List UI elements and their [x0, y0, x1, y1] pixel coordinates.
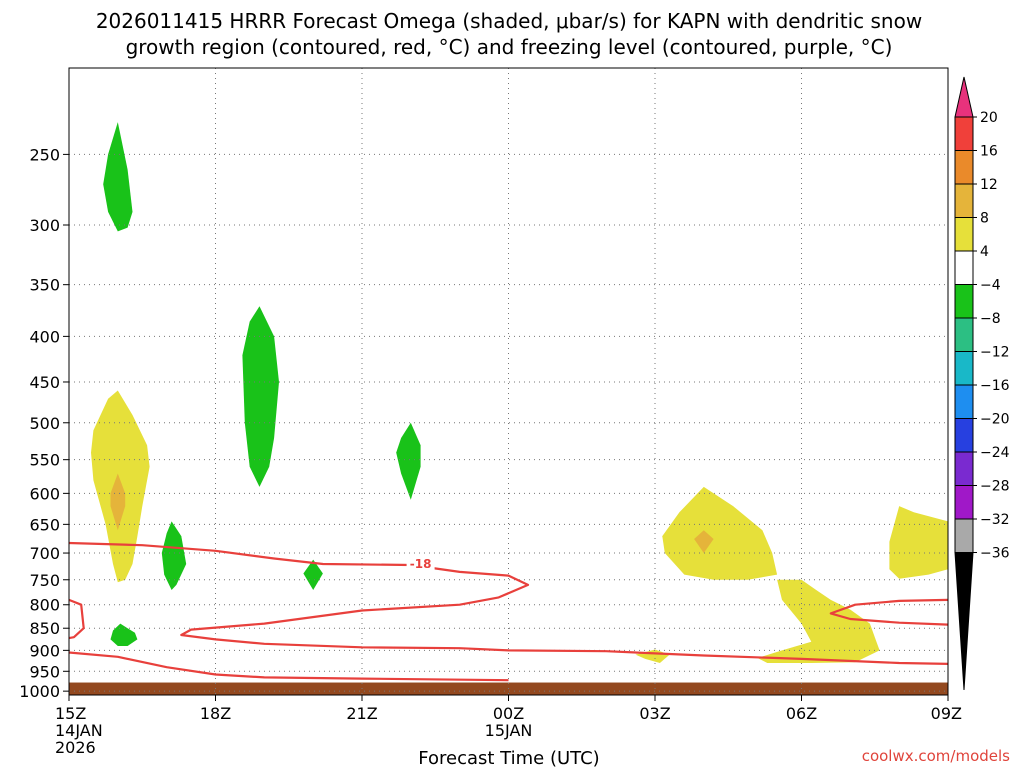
colorbar: 20 16 12 8 4 −4 −8 −12 −16 −20 −24 −28 −32 −36 — [954, 76, 1010, 691]
colorbar-box-13 — [954, 518, 974, 553]
x-tick-label-3: 00Z — [493, 704, 524, 723]
x-tick-label-4: 03Z — [639, 704, 670, 723]
credit-text: coolwx.com/models — [862, 747, 1010, 765]
omega-region-9 — [694, 530, 714, 553]
colorbar-label-4: 4 — [980, 244, 989, 260]
y-tick-label-4: 450 — [29, 373, 60, 392]
title-line-1: 2026011415 HRRR Forecast Omega (shaded, … — [96, 9, 922, 33]
colorbar-label-3: 8 — [980, 211, 989, 227]
colorbar-box-3 — [954, 183, 974, 218]
y-tick-label-13: 900 — [29, 641, 60, 660]
colorbar-box-5 — [954, 250, 974, 285]
colorbar-label-7: −12 — [980, 345, 1010, 361]
dendritic-contours — [68, 541, 949, 682]
colorbar-label-8: −16 — [980, 378, 1010, 394]
y-tick-label-2: 350 — [29, 276, 60, 295]
y-tick-label-8: 650 — [29, 515, 60, 534]
x-tick-label-5: 06Z — [786, 704, 817, 723]
colorbar-bottom-arrow — [954, 552, 974, 691]
omega-region-0 — [103, 122, 133, 232]
colorbar-box-12 — [954, 485, 974, 520]
x-tick-year-0: 2026 — [55, 738, 96, 757]
omega-region-1 — [242, 306, 279, 487]
colorbar-label-6: −8 — [980, 311, 1001, 327]
colorbar-label-11: −28 — [980, 479, 1010, 495]
chart-title: 2026011415 HRRR Forecast Omega (shaded, … — [96, 9, 922, 59]
colorbar-box-9 — [954, 384, 974, 419]
contour-label-0: -18 — [410, 557, 432, 571]
colorbar-label-2: 12 — [980, 177, 998, 193]
y-axis: 250 300 350 400 450 500 550 600 650 700 750 800 850 9… — [19, 145, 69, 701]
omega-region-7 — [110, 473, 126, 531]
colorbar-box-7 — [954, 317, 974, 352]
x-tick-label-2: 21Z — [346, 704, 377, 723]
title-line-2: growth region (contoured, red, °C) and f… — [126, 35, 893, 59]
y-tick-label-9: 700 — [29, 544, 60, 563]
x-tick-sublabel-0: 14JAN — [55, 721, 103, 740]
contour-line-0 — [68, 541, 949, 665]
omega-region-2 — [396, 422, 421, 500]
colorbar-box-11 — [954, 451, 974, 486]
y-tick-label-1: 300 — [29, 216, 60, 235]
y-tick-label-11: 800 — [29, 596, 60, 615]
contour-line-1 — [829, 598, 949, 626]
y-tick-label-15: 1000 — [19, 682, 60, 701]
y-tick-label-3: 400 — [29, 327, 60, 346]
colorbar-top-arrow — [954, 76, 974, 118]
omega-region-3 — [161, 521, 187, 590]
x-tick-label-1: 18Z — [200, 704, 231, 723]
colorbar-label-10: −24 — [980, 445, 1010, 461]
x-tick-sublabel-3: 15JAN — [485, 721, 533, 740]
colorbar-box-10 — [954, 418, 974, 453]
contour-line-2 — [68, 598, 85, 640]
y-tick-label-7: 600 — [29, 484, 60, 503]
x-tick-label-6: 09Z — [931, 704, 962, 723]
omega-shaded-regions — [91, 122, 948, 663]
colorbar-label-0: 20 — [980, 110, 998, 126]
omega-region-4 — [303, 559, 323, 590]
omega-region-8 — [662, 486, 778, 580]
y-tick-label-0: 250 — [29, 145, 60, 164]
colorbar-label-5: −4 — [980, 278, 1001, 294]
omega-region-5 — [110, 623, 138, 646]
contour-line-3 — [68, 651, 509, 682]
colorbar-box-6 — [954, 284, 974, 319]
colorbar-box-1 — [954, 116, 974, 151]
colorbar-label-12: −32 — [980, 512, 1010, 528]
y-tick-label-12: 850 — [29, 619, 60, 638]
y-tick-label-10: 750 — [29, 571, 60, 590]
colorbar-label-1: 16 — [980, 144, 998, 160]
contour-label-bg-0 — [406, 555, 435, 570]
y-tick-label-5: 500 — [29, 414, 60, 433]
x-axis-title: Forecast Time (UTC) — [418, 748, 599, 768]
colorbar-box-8 — [954, 351, 974, 386]
omega-region-11 — [757, 579, 880, 663]
colorbar-label-13: −36 — [980, 546, 1010, 562]
contour-labels: -18 — [406, 555, 435, 571]
colorbar-label-9: −20 — [980, 412, 1010, 428]
y-tick-label-14: 950 — [29, 662, 60, 681]
colorbar-box-2 — [954, 150, 974, 185]
colorbar-box-4 — [954, 217, 974, 252]
y-tick-label-6: 550 — [29, 451, 60, 470]
x-tick-label-0: 15Z — [55, 704, 86, 723]
